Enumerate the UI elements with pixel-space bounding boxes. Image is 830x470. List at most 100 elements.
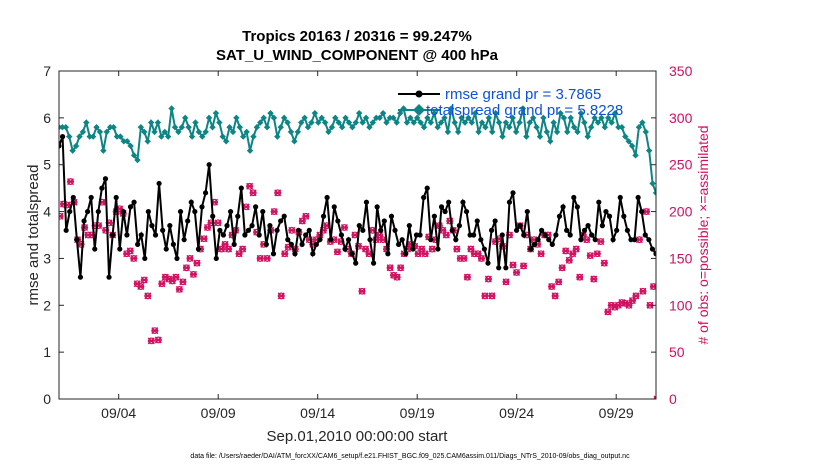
rmse-point	[292, 251, 298, 257]
obs-assimilated-point	[572, 245, 580, 253]
rmse-point	[517, 223, 523, 229]
totalspread-point	[584, 133, 591, 140]
totalspread-point	[502, 119, 510, 126]
obs-assimilated-point	[593, 250, 601, 258]
obs-assimilated-point	[477, 254, 485, 262]
obs-assimilated-point	[453, 245, 461, 253]
totalspread-point	[233, 114, 240, 122]
rmse-point	[170, 241, 176, 247]
totalspread-point	[485, 114, 493, 122]
totalspread-point	[386, 114, 394, 122]
rmse-point	[453, 237, 459, 243]
rmse-point	[378, 227, 384, 233]
rmse-point	[160, 227, 166, 233]
totalspread-point	[185, 124, 192, 131]
obs-assimilated-point	[548, 283, 556, 291]
rmse-point	[92, 246, 98, 252]
rmse-point	[374, 204, 380, 210]
totalspread-point	[407, 114, 414, 122]
totalspread-point	[76, 133, 83, 140]
y-right-tick-label: 200	[669, 204, 693, 220]
totalspread-point	[182, 114, 189, 122]
rmse-point	[299, 241, 305, 247]
totalspread-point	[451, 119, 458, 126]
rmse-point	[592, 237, 598, 243]
rmse-point	[460, 199, 466, 205]
rmse-point	[624, 227, 631, 233]
rmse-point	[396, 241, 402, 247]
rmse-point	[242, 232, 248, 238]
totalspread-point	[523, 133, 530, 140]
totalspread-point	[543, 128, 551, 136]
rmse-point	[360, 227, 366, 233]
totalspread-point	[424, 114, 431, 122]
totalspread-point	[311, 109, 319, 117]
rmse-point	[639, 208, 645, 215]
obs-assimilated-point	[263, 254, 271, 262]
x-tick-label: 09/19	[400, 405, 435, 421]
totalspread-point	[611, 109, 619, 117]
footnote: data file: /Users/raeder/DAI/ATM_forcXX/…	[190, 453, 630, 460]
y-right-tick-label: 150	[669, 250, 693, 266]
obs-assimilated-point	[246, 182, 254, 190]
rmse-point	[124, 232, 130, 238]
totalspread-point	[154, 119, 162, 126]
obs-assimilated-point	[442, 231, 450, 239]
rmse-point	[274, 227, 280, 233]
totalspread-point	[168, 105, 175, 112]
totalspread-point	[570, 124, 578, 131]
obs-assimilated-point	[59, 212, 64, 220]
rmse-point	[581, 227, 588, 233]
rmse-point	[463, 208, 470, 215]
totalspread-point	[615, 124, 622, 131]
totalspread-point	[260, 114, 267, 122]
rmse-point	[653, 251, 656, 257]
obs-assimilated-point	[551, 292, 559, 300]
obs-assimilated-point	[256, 254, 264, 262]
totalspread-point	[369, 119, 377, 126]
rmse-point	[635, 194, 641, 201]
rmse-point	[628, 237, 634, 243]
rmse-point	[106, 274, 112, 280]
rmse-point	[467, 232, 473, 238]
rmse-point	[70, 194, 76, 201]
obs-assimilated-point	[189, 270, 197, 278]
obs-assimilated-point	[249, 189, 257, 197]
totalspread-point	[267, 109, 274, 117]
rmse-point	[317, 237, 323, 243]
rmse-point	[95, 208, 101, 215]
legend-spread-label: totalspread grand pr = 5.8228	[426, 102, 623, 119]
totalspread-point	[195, 128, 203, 136]
obs-assimilated-point	[502, 278, 510, 286]
totalspread-point	[219, 133, 226, 140]
rmse-point	[574, 204, 580, 210]
obs-assimilated-point	[467, 245, 475, 253]
totalspread-point	[567, 114, 574, 122]
rmse-point	[245, 227, 252, 233]
totalspread-point	[243, 128, 250, 136]
totalspread-point	[506, 124, 513, 131]
totalspread-point	[308, 119, 315, 126]
obs-assimilated-point	[186, 254, 194, 262]
rmse-point	[206, 162, 212, 168]
rmse-point	[285, 237, 291, 243]
totalspread-point	[390, 114, 397, 122]
obs-assimilated-point	[179, 278, 187, 286]
totalspread-point	[127, 142, 134, 150]
rmse-point	[345, 237, 352, 243]
obs-assimilated-point	[172, 273, 180, 281]
totalspread-point	[560, 114, 568, 122]
rmse-point	[149, 223, 155, 229]
rmse-point	[403, 251, 409, 257]
rmse-point	[535, 237, 541, 243]
y-tick-label: 0	[43, 391, 51, 407]
obs-assimilated-point	[653, 395, 656, 399]
rmse-point	[424, 185, 430, 191]
rmse-point	[503, 265, 509, 271]
rmse-point	[589, 232, 595, 238]
obs-assimilated-point	[235, 250, 243, 258]
totalspread-point	[587, 124, 595, 131]
rmse-point	[174, 255, 180, 262]
rmse-point	[542, 232, 548, 238]
totalspread-point	[332, 114, 339, 122]
